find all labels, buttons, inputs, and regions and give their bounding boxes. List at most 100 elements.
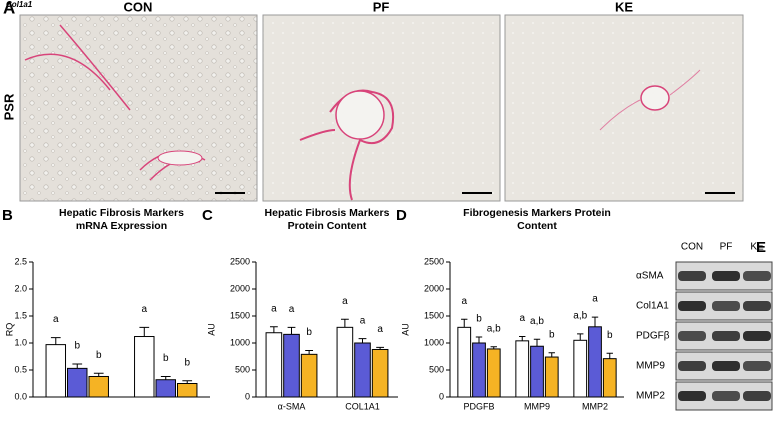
- significance-letter: a: [342, 296, 348, 307]
- y-tick-label: 0: [439, 391, 444, 401]
- bar: [457, 326, 472, 398]
- lane-label: PF: [720, 242, 733, 253]
- y-tick-label: 1000: [230, 337, 250, 347]
- significance-letter: a: [289, 304, 295, 315]
- error-bar: [139, 326, 150, 337]
- band: [678, 301, 706, 311]
- micrograph: [504, 14, 744, 202]
- error-bar: [160, 375, 171, 380]
- band: [712, 331, 740, 341]
- y-tick-label: 2000: [424, 283, 444, 293]
- band: [678, 361, 706, 371]
- error-bar: [340, 318, 349, 328]
- chart-title: Content: [517, 220, 557, 232]
- micrograph: [262, 14, 501, 202]
- panel-label: B: [2, 207, 13, 224]
- error-bar: [461, 318, 468, 328]
- error-bar: [533, 338, 541, 347]
- overlay-text: Col1a1: [6, 0, 33, 9]
- micrograph: [19, 14, 258, 202]
- bar: [530, 345, 544, 398]
- bar: [300, 353, 318, 398]
- x-tick-label: COL1A1: [345, 401, 380, 411]
- bar: [371, 348, 389, 398]
- error-bar: [548, 352, 555, 358]
- x-tick-label: PDGFB: [463, 401, 494, 411]
- chart-title: Hepatic Fibrosis Markers: [265, 207, 390, 219]
- significance-letter: a,b: [487, 323, 501, 334]
- bar: [155, 379, 176, 398]
- significance-letter: b: [96, 350, 102, 361]
- y-axis-label: AU: [400, 323, 410, 336]
- significance-letter: a: [592, 294, 598, 305]
- error-bar: [93, 372, 104, 377]
- bar: [283, 333, 300, 398]
- error-bar: [50, 337, 61, 345]
- western-blot: E CON PF KE αSMA Col1A1 PDGFβ MMP9 MMP2: [636, 239, 773, 411]
- bar: [88, 375, 109, 398]
- significance-letter: b: [163, 353, 169, 364]
- row-label: MMP9: [636, 361, 665, 372]
- y-tick-label: 0: [245, 391, 250, 401]
- significance-letter: b: [549, 329, 555, 340]
- significance-letter: a: [377, 324, 383, 335]
- significance-letter: a: [141, 304, 147, 315]
- panel-label: E: [756, 239, 766, 256]
- significance-letter: b: [476, 314, 482, 325]
- row-label: αSMA: [636, 271, 664, 282]
- y-tick-label: 2500: [230, 256, 250, 266]
- y-tick-label: 2.5: [14, 256, 27, 266]
- band: [678, 391, 706, 401]
- band: [743, 361, 771, 371]
- bar: [588, 326, 602, 398]
- error-bar: [72, 363, 83, 369]
- band: [743, 271, 771, 281]
- chart-title: Hepatic Fibrosis Markers: [59, 207, 184, 219]
- bar: [515, 340, 530, 398]
- x-tick-label: MMP9: [524, 401, 550, 411]
- significance-letter: a,b: [573, 310, 587, 321]
- error-bar: [287, 326, 296, 335]
- y-tick-label: 1000: [424, 337, 444, 347]
- significance-letter: a,b: [530, 316, 544, 327]
- chart-title: Fibrogenesis Markers Protein: [463, 207, 611, 219]
- y-tick-label: 1500: [424, 310, 444, 320]
- band: [678, 331, 706, 341]
- x-tick-label: MMP2: [582, 401, 608, 411]
- error-bar: [606, 352, 613, 359]
- bar: [602, 358, 617, 398]
- band: [678, 271, 706, 281]
- bar: [544, 356, 559, 398]
- y-tick-label: 1.0: [14, 337, 27, 347]
- bar: [472, 342, 486, 398]
- y-tick-label: 1500: [230, 310, 250, 320]
- band: [743, 301, 771, 311]
- bar: [176, 383, 198, 398]
- significance-letter: b: [184, 357, 190, 368]
- bar: [67, 367, 88, 398]
- significance-letter: a: [53, 314, 59, 325]
- bar: [336, 326, 354, 398]
- y-tick-label: 0.5: [14, 364, 27, 374]
- error-bar: [376, 346, 385, 350]
- error-bar: [577, 333, 584, 341]
- row-label: MMP2: [636, 391, 665, 402]
- significance-letter: a: [271, 303, 277, 314]
- micrograph-title: PF: [373, 0, 390, 14]
- error-bar: [269, 326, 278, 333]
- y-tick-label: 0.0: [14, 391, 27, 401]
- significance-letter: a: [360, 315, 366, 326]
- band: [712, 391, 740, 401]
- y-tick-label: 2000: [230, 283, 250, 293]
- band: [743, 331, 771, 341]
- y-axis-label: AU: [206, 323, 216, 336]
- x-tick-label: α-SMA: [278, 401, 306, 411]
- significance-letter: a: [519, 313, 525, 324]
- bar: [354, 342, 371, 398]
- band: [743, 391, 771, 401]
- bar: [486, 348, 501, 398]
- row-label: PDGFβ: [636, 331, 670, 342]
- y-tick-label: 500: [429, 364, 444, 374]
- band: [712, 361, 740, 371]
- micrograph-title: KE: [615, 0, 633, 14]
